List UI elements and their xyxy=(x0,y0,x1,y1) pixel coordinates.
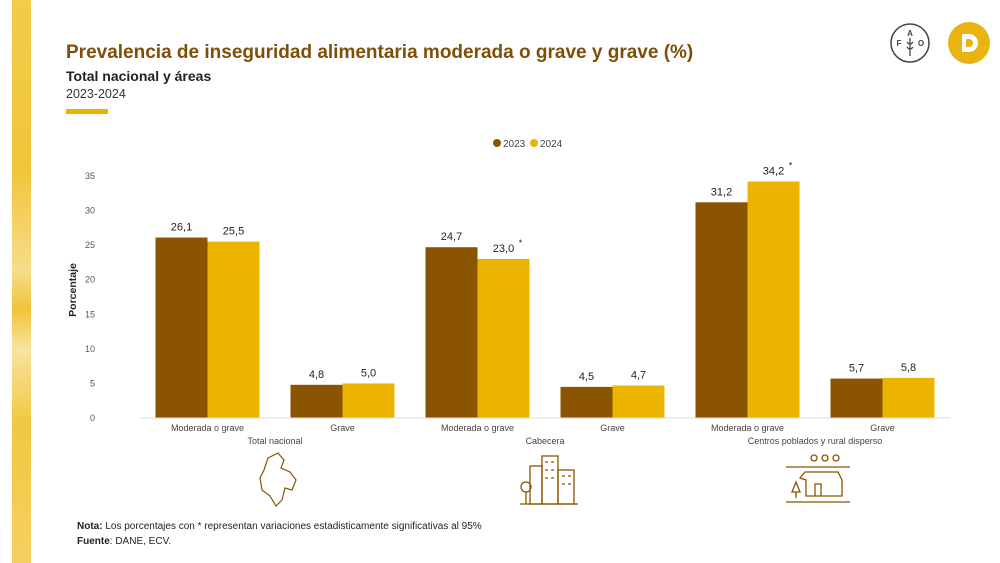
x-tick-label: Grave xyxy=(870,423,895,433)
y-axis-label: Porcentaje xyxy=(67,263,79,317)
data-label-2023-0: 26,1 xyxy=(171,222,192,234)
colombia-map-icon xyxy=(259,452,297,507)
group-label: Total nacional xyxy=(247,436,302,446)
bar-2024-2 xyxy=(477,258,530,418)
y-tick-label: 35 xyxy=(85,171,95,181)
group-label: Cabecera xyxy=(525,436,564,446)
data-label-2024-1: 5,0 xyxy=(361,367,376,379)
chart-subtitle: Total nacional y áreas xyxy=(66,68,212,84)
dane-logo-icon xyxy=(948,22,990,64)
legend: 2023 2024 xyxy=(493,139,563,150)
footnote: Nota: Los porcentajes con * representan … xyxy=(77,519,482,549)
bar-2023-3 xyxy=(560,386,613,418)
accent-bar xyxy=(66,109,108,114)
data-label-2023-2: 24,7 xyxy=(441,231,462,243)
x-tick-label: Moderada o grave xyxy=(711,423,784,433)
rural-house-icon xyxy=(786,454,850,503)
group-label: Centros poblados y rural disperso xyxy=(748,436,883,446)
significance-mark: * xyxy=(519,238,523,248)
data-label-2024-4: 34,2 xyxy=(763,166,784,178)
nota-label: Nota: xyxy=(77,521,103,532)
decorative-strip xyxy=(12,0,31,563)
data-label-2023-5: 5,7 xyxy=(849,363,864,375)
y-tick-label: 15 xyxy=(85,309,95,319)
bar-2023-1 xyxy=(290,384,343,418)
fuente-label: Fuente xyxy=(77,536,110,547)
nota-text: Los porcentajes con * representan variac… xyxy=(105,521,482,532)
bar-2023-4 xyxy=(695,202,748,418)
fuente-text: : DANE, ECV. xyxy=(109,536,172,547)
bar-2023-5 xyxy=(830,378,883,418)
svg-text:A: A xyxy=(907,29,913,38)
x-tick-label: Grave xyxy=(330,423,355,433)
bar-2024-0 xyxy=(207,241,260,418)
x-tick-label: Moderada o grave xyxy=(441,423,514,433)
data-label-2023-1: 4,8 xyxy=(309,369,324,381)
data-label-2024-2: 23,0 xyxy=(493,243,514,255)
x-tick-label: Grave xyxy=(600,423,625,433)
svg-text:F: F xyxy=(897,39,902,48)
city-buildings-icon xyxy=(520,455,578,505)
y-tick-label: 20 xyxy=(85,275,95,285)
data-label-2023-3: 4,5 xyxy=(579,371,594,383)
y-tick-label: 5 xyxy=(90,378,95,388)
y-tick-label: 30 xyxy=(85,206,95,216)
svg-text:O: O xyxy=(918,39,924,48)
legend-label-2023: 2023 xyxy=(503,139,526,150)
legend-swatch-2023 xyxy=(493,139,501,147)
y-tick-label: 0 xyxy=(90,413,95,423)
bar-2024-3 xyxy=(612,385,665,418)
data-label-2024-5: 5,8 xyxy=(901,362,916,374)
bar-2024-1 xyxy=(342,383,395,418)
y-tick-label: 10 xyxy=(85,344,95,354)
legend-swatch-2024 xyxy=(530,139,538,147)
x-tick-label: Moderada o grave xyxy=(171,423,244,433)
significance-mark: * xyxy=(789,161,793,171)
bar-2023-0 xyxy=(155,237,208,418)
bar-2024-4 xyxy=(747,181,800,418)
chart-period: 2023-2024 xyxy=(66,87,126,101)
data-label-2024-0: 25,5 xyxy=(223,226,244,238)
fao-logo-icon: A F O xyxy=(890,23,930,63)
data-label-2024-3: 4,7 xyxy=(631,370,646,382)
bar-2024-5 xyxy=(882,377,935,418)
legend-label-2024: 2024 xyxy=(540,139,563,150)
bar-2023-2 xyxy=(425,247,478,418)
y-tick-label: 25 xyxy=(85,240,95,250)
chart-title: Prevalencia de inseguridad alimentaria m… xyxy=(66,42,694,63)
data-label-2023-4: 31,2 xyxy=(711,186,732,198)
